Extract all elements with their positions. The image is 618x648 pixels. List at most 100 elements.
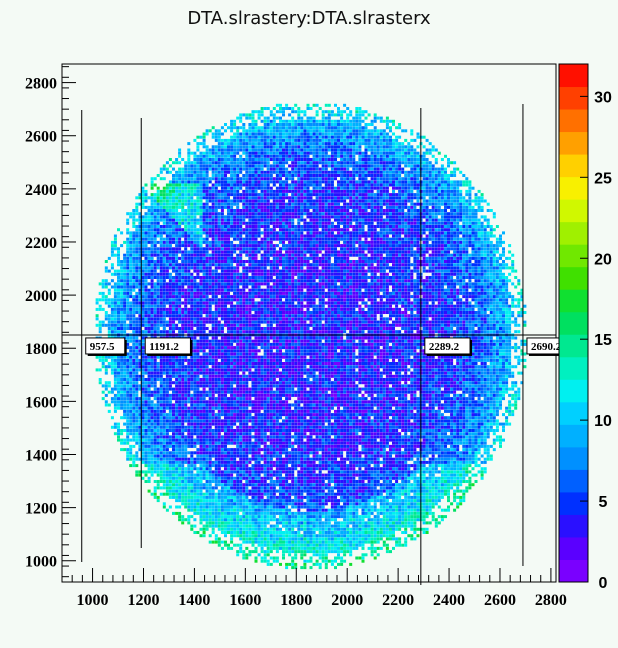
- heatmap-bin: [123, 362, 127, 365]
- heatmap-bin: [202, 288, 206, 292]
- heatmap-bin: [107, 390, 111, 394]
- heatmap-bin: [196, 473, 200, 477]
- heatmap-bin: [245, 531, 249, 534]
- heatmap-bin: [242, 215, 246, 219]
- heatmap-bin: [193, 499, 197, 503]
- heatmap-bin: [230, 244, 234, 248]
- heatmap-bin: [227, 422, 230, 426]
- heatmap-bin: [110, 416, 114, 420]
- heatmap-bin: [227, 260, 230, 263]
- heatmap-bin: [214, 511, 218, 515]
- heatmap-bin: [224, 409, 227, 413]
- heatmap-bin: [236, 237, 240, 241]
- heatmap-bin: [217, 276, 221, 279]
- heatmap-bin: [113, 311, 117, 314]
- heatmap-bin: [147, 314, 151, 318]
- heatmap-bin: [211, 263, 215, 267]
- heatmap-bin: [138, 374, 142, 378]
- heatmap-bin: [242, 508, 246, 512]
- heatmap-bin: [162, 464, 166, 468]
- heatmap-bin: [236, 495, 240, 499]
- heatmap-bin: [150, 435, 154, 439]
- heatmap-bin: [150, 451, 154, 455]
- heatmap-bin: [159, 390, 163, 394]
- heatmap-bin: [95, 323, 99, 327]
- heatmap-bin: [141, 202, 145, 206]
- heatmap-bin: [193, 378, 197, 381]
- heatmap-bin: [144, 301, 148, 305]
- heatmap-bin: [251, 534, 255, 538]
- heatmap-bin: [227, 378, 230, 381]
- heatmap-bin: [187, 416, 191, 420]
- heatmap-bin: [184, 304, 188, 308]
- heatmap-bin: [110, 307, 114, 311]
- heatmap-bin: [132, 231, 136, 235]
- heatmap-bin: [251, 317, 255, 321]
- heatmap-bin: [236, 285, 240, 289]
- heatmap-bin: [165, 448, 169, 452]
- heatmap-bin: [248, 295, 252, 299]
- heatmap-bin: [245, 180, 249, 184]
- heatmap-bin: [227, 142, 230, 146]
- heatmap-bin: [178, 320, 182, 324]
- heatmap-bin: [211, 205, 215, 209]
- heatmap-bin: [242, 346, 246, 350]
- heatmap-bin: [239, 489, 243, 493]
- heatmap-bin: [141, 330, 145, 334]
- heatmap-bin: [138, 358, 142, 362]
- heatmap-bin: [150, 263, 154, 267]
- heatmap-bin: [224, 355, 227, 359]
- heatmap-bin: [144, 403, 148, 407]
- heatmap-bin: [214, 435, 218, 439]
- heatmap-bin: [175, 228, 179, 232]
- heatmap-bin: [168, 298, 172, 302]
- heatmap-bin: [113, 317, 117, 321]
- heatmap-bin: [196, 170, 200, 174]
- heatmap-bin: [120, 384, 124, 388]
- heatmap-bin: [190, 288, 194, 292]
- heatmap-bin: [153, 425, 157, 429]
- heatmap-bin: [150, 215, 154, 219]
- heatmap-bin: [239, 231, 243, 235]
- heatmap-bin: [208, 330, 212, 334]
- heatmap-bin: [242, 524, 246, 528]
- heatmap-bin: [199, 183, 203, 187]
- heatmap-bin: [233, 358, 237, 362]
- heatmap-bin: [202, 518, 206, 522]
- heatmap-bin: [251, 349, 255, 353]
- heatmap-bin: [196, 365, 200, 369]
- heatmap-bin: [117, 323, 120, 327]
- heatmap-bin: [165, 467, 169, 471]
- heatmap-bin: [224, 346, 227, 350]
- heatmap-bin: [126, 231, 130, 235]
- heatmap-bin: [135, 429, 139, 432]
- heatmap-bin: [224, 225, 227, 228]
- heatmap-bin: [193, 202, 197, 206]
- heatmap-bin: [184, 202, 188, 206]
- heatmap-bin: [217, 429, 221, 432]
- heatmap-bin: [251, 186, 255, 190]
- heatmap-bin: [205, 441, 209, 445]
- heatmap-bin: [138, 295, 142, 299]
- heatmap-bin: [199, 495, 203, 499]
- heatmap-bin: [129, 400, 133, 404]
- heatmap-bin: [193, 189, 197, 193]
- heatmap-bin: [214, 499, 218, 503]
- heatmap-bin: [187, 266, 191, 270]
- heatmap-bin: [175, 390, 179, 394]
- heatmap-bin: [107, 362, 111, 365]
- heatmap-bin: [147, 480, 151, 483]
- heatmap-bin: [165, 295, 169, 299]
- heatmap-bin: [202, 422, 206, 426]
- heatmap-bin: [153, 470, 157, 474]
- heatmap-bin: [242, 495, 246, 499]
- heatmap-bin: [123, 304, 127, 308]
- heatmap-bin: [208, 374, 212, 378]
- heatmap-bin: [251, 515, 255, 519]
- heatmap-bin: [193, 441, 197, 445]
- heatmap-bin: [245, 502, 249, 506]
- heatmap-bin: [217, 170, 221, 174]
- heatmap-bin: [162, 212, 166, 216]
- heatmap-bin: [248, 196, 252, 200]
- heatmap-bin: [199, 448, 203, 452]
